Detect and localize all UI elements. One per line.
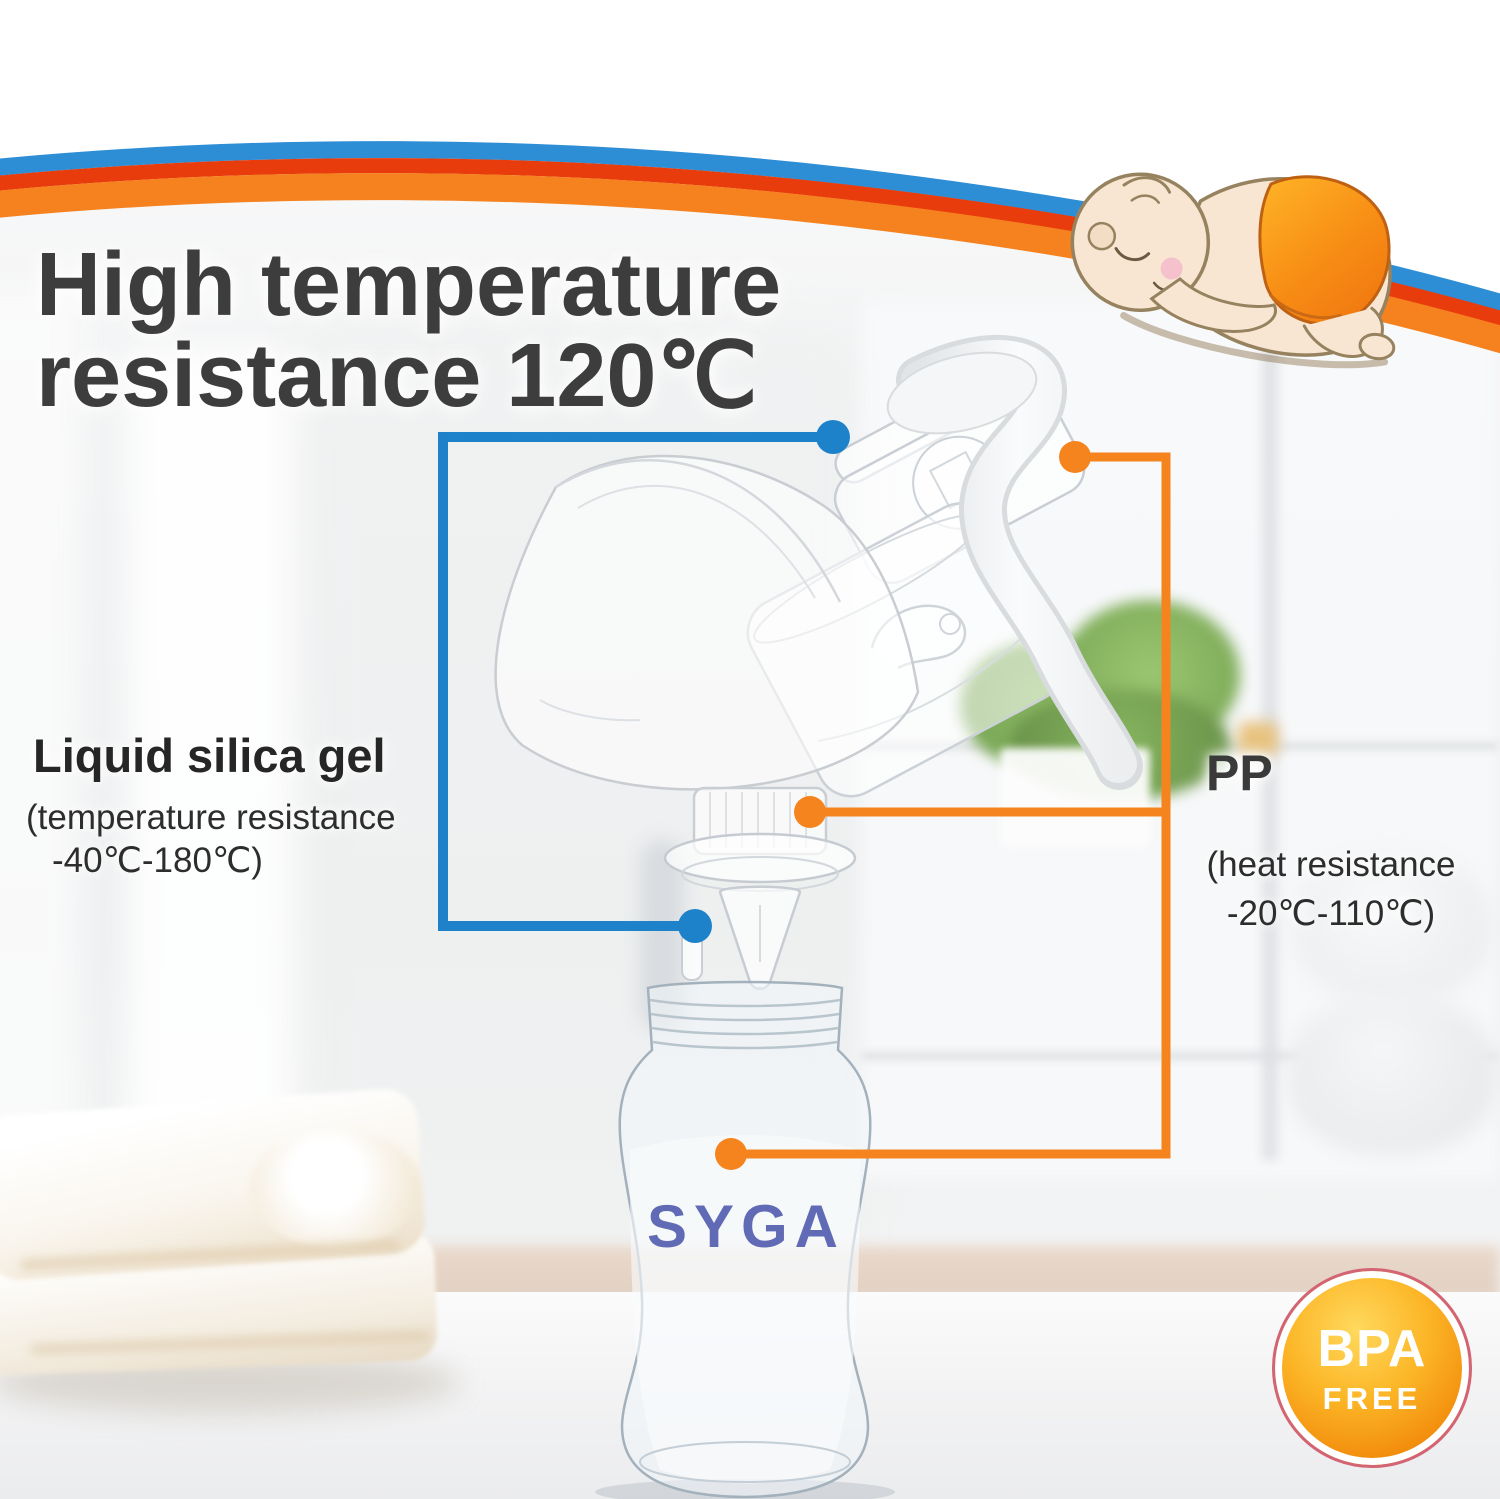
callout-dot-handle xyxy=(1059,441,1091,473)
pump-handle xyxy=(886,335,1143,790)
page-title-line2: resistance 120℃ xyxy=(36,326,758,426)
bpa-free-badge-line2: FREE xyxy=(1322,1380,1422,1416)
left-callout-line xyxy=(438,420,850,943)
towel-fold-roll xyxy=(250,1128,420,1248)
left-callout-subtitle: (temperature resistance -40℃-180℃) xyxy=(26,796,456,883)
breast-shield-funnel xyxy=(494,454,920,791)
callout-dot-connector xyxy=(794,796,826,828)
background-doorframe-far xyxy=(0,290,80,1210)
left-callout-sub-line1: (temperature resistance xyxy=(26,798,396,837)
breast-pump-illustration xyxy=(494,335,1143,1499)
right-callout-sub-line1: (heat resistance xyxy=(1206,845,1456,884)
sleeping-baby-icon xyxy=(1070,172,1396,369)
background-object xyxy=(1238,722,1278,756)
handle-pivot-hole xyxy=(939,613,961,635)
screw-connector xyxy=(663,786,857,892)
right-callout-sub-line2: -20℃-110℃) xyxy=(1226,894,1436,933)
callout-dot-cap xyxy=(816,420,850,454)
left-callout-title: Liquid silica gel xyxy=(33,729,386,782)
page-title: High temperature resistance 120℃ xyxy=(36,240,936,421)
right-callout-subtitle: (heat resistance -20℃-110℃) xyxy=(1176,840,1486,938)
right-callout-line xyxy=(715,441,1171,1170)
shelf-edge xyxy=(862,1052,1498,1060)
bottle-brand-logo: SYGA xyxy=(646,1193,846,1260)
left-callout-sub-line2: -40℃-180℃) xyxy=(52,841,263,881)
bpa-free-badge: BPA FREE xyxy=(1272,1268,1472,1468)
page-title-line1: High temperature xyxy=(36,235,782,335)
bottle-threads xyxy=(649,998,841,1050)
bpa-free-badge-line1: BPA xyxy=(1317,1319,1427,1378)
milk-bottle xyxy=(595,980,895,1499)
callout-dot-valve xyxy=(678,909,712,943)
right-callout-title: PP xyxy=(1206,745,1273,801)
shelf-rolled-towel xyxy=(1288,995,1496,1155)
background-doorframe xyxy=(128,350,303,1140)
callout-dot-bottle xyxy=(715,1138,747,1170)
shelf-rolled-towel xyxy=(1292,852,1492,1002)
